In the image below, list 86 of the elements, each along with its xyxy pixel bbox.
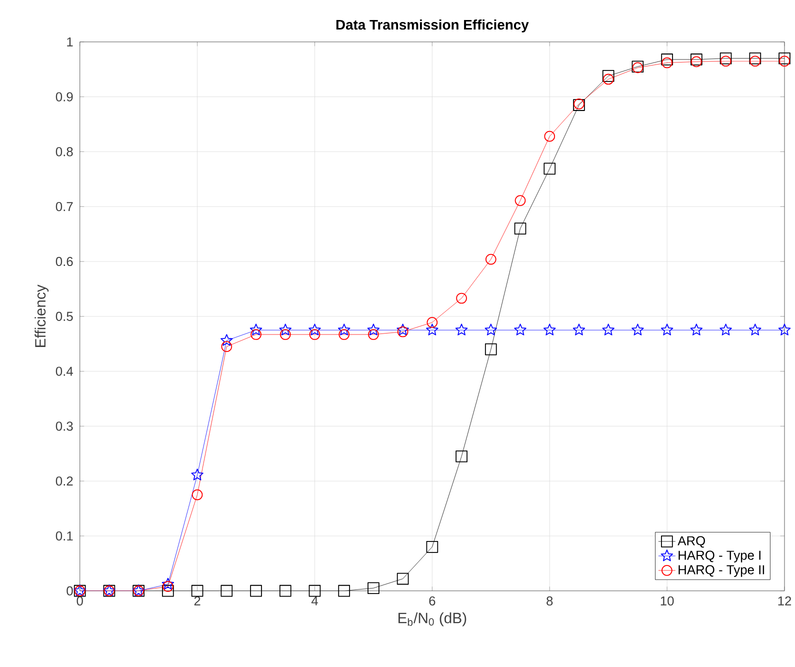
y-tick-label: 0.3 <box>56 422 73 431</box>
point <box>779 56 790 67</box>
point <box>544 162 556 175</box>
y-tick-label: 0.5 <box>56 312 73 322</box>
point <box>661 54 673 66</box>
point <box>250 324 262 336</box>
point <box>544 131 556 142</box>
point <box>720 52 732 64</box>
legend-label: HARQ - Type I <box>678 550 760 563</box>
y-tick-label: 0 <box>66 586 73 596</box>
point <box>572 324 586 336</box>
x-tick-label: 0 <box>76 596 83 606</box>
point <box>660 324 674 336</box>
point <box>396 324 409 336</box>
point <box>778 324 791 336</box>
point <box>426 541 438 553</box>
point <box>308 324 321 336</box>
point <box>162 578 174 590</box>
point <box>749 324 762 336</box>
point <box>309 329 320 340</box>
y-tick-label: 0.1 <box>56 532 73 541</box>
point <box>220 585 233 597</box>
point <box>690 324 703 336</box>
y-tick-label: 0.4 <box>56 366 73 376</box>
y-tick-label: 1 <box>67 38 73 46</box>
point <box>191 585 204 597</box>
point <box>426 324 438 336</box>
x-tick-label: 2 <box>194 596 200 606</box>
point <box>632 324 644 336</box>
point <box>602 324 614 336</box>
point <box>279 324 292 336</box>
point <box>426 317 438 328</box>
point <box>720 324 732 336</box>
point <box>484 324 498 336</box>
legend-label: ARQ <box>678 536 705 548</box>
point <box>220 334 233 346</box>
point <box>602 70 614 82</box>
legend-label: HARQ - Type II <box>678 565 764 578</box>
y-tick-label: 0.6 <box>56 257 73 266</box>
point <box>338 585 350 597</box>
point <box>250 329 262 340</box>
x-tick-label: 6 <box>429 596 436 606</box>
point <box>720 56 732 67</box>
chart-title: Data Transmission Efficiency <box>336 20 529 33</box>
point <box>750 56 761 67</box>
y-tick-label: 0.9 <box>56 92 73 102</box>
point <box>662 57 672 68</box>
point <box>280 329 291 340</box>
point <box>162 585 174 597</box>
point <box>514 324 526 336</box>
point <box>191 468 204 480</box>
x-tick-label: 4 <box>311 596 318 606</box>
point <box>514 195 526 206</box>
point <box>367 324 380 336</box>
point <box>514 222 526 235</box>
point <box>368 329 379 340</box>
x-axis-title: E$_{b}$/N$_{0}$ (dB) <box>398 612 466 626</box>
y-tick-label: 0.8 <box>56 147 73 156</box>
point <box>778 52 790 64</box>
y-tick-label: 0.2 <box>56 476 73 486</box>
point <box>192 490 203 500</box>
point <box>749 52 762 64</box>
point <box>602 74 614 85</box>
point <box>690 54 702 66</box>
y-axis-title: Efficiency <box>34 284 49 348</box>
y-tick-label: 0.7 <box>56 202 73 212</box>
point <box>338 329 350 340</box>
x-tick-label: 12 <box>778 596 792 606</box>
point <box>484 344 497 356</box>
point <box>338 324 350 336</box>
point <box>396 572 409 585</box>
point <box>485 254 496 265</box>
point <box>162 581 174 592</box>
point <box>691 56 702 68</box>
point <box>308 585 321 597</box>
point <box>455 324 468 336</box>
x-tick-label: 8 <box>546 596 553 606</box>
x-tick-label: 10 <box>660 596 674 606</box>
point <box>250 585 262 597</box>
point <box>543 324 556 336</box>
point <box>456 450 468 462</box>
point <box>456 292 467 304</box>
point <box>397 326 408 338</box>
point <box>221 341 232 352</box>
point <box>279 585 292 597</box>
point <box>368 582 380 594</box>
